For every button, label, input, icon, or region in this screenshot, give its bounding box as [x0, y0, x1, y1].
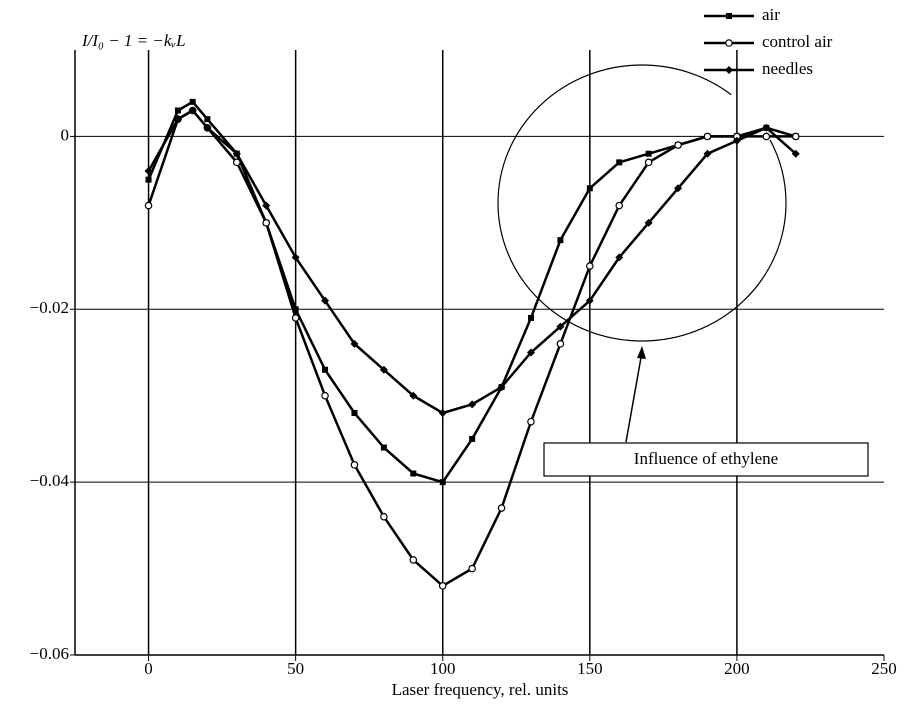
- legend-marker: [725, 66, 733, 74]
- point: [468, 564, 476, 573]
- point: [203, 123, 212, 132]
- point: [468, 400, 477, 409]
- highlight-circle: [497, 64, 787, 342]
- x-tick-label: 250: [871, 659, 897, 678]
- legend-marker: [726, 13, 732, 19]
- point: [527, 417, 535, 426]
- point: [173, 115, 182, 124]
- legend-label: needles: [762, 59, 813, 78]
- y-axis-label: I/I₀ − 1 = −kᵥL: [81, 31, 186, 50]
- y-tick-label: 0: [61, 125, 70, 144]
- point: [439, 479, 446, 486]
- point: [291, 314, 300, 322]
- point: [351, 410, 358, 416]
- point: [232, 149, 241, 158]
- point: [585, 296, 594, 305]
- point: [762, 123, 771, 132]
- point: [469, 435, 476, 442]
- point: [526, 348, 535, 357]
- point: [586, 262, 594, 270]
- annotation-arrow: [625, 351, 643, 443]
- point: [497, 504, 506, 512]
- x-axis-label: Laser frequency, rel. units: [392, 680, 569, 699]
- point: [233, 158, 241, 167]
- point: [380, 444, 387, 451]
- point: [174, 107, 181, 114]
- point: [409, 391, 418, 400]
- point: [204, 116, 211, 123]
- point: [380, 512, 388, 521]
- point: [644, 158, 653, 167]
- y-tick-label: −0.06: [30, 644, 69, 663]
- point: [732, 136, 741, 145]
- point: [262, 201, 271, 210]
- point: [703, 149, 712, 158]
- point: [703, 132, 712, 141]
- point: [586, 185, 593, 192]
- point: [291, 253, 300, 262]
- point: [791, 132, 800, 141]
- point: [556, 322, 565, 331]
- x-tick-label: 150: [577, 659, 603, 678]
- point: [350, 339, 359, 348]
- point: [262, 219, 271, 227]
- point: [557, 237, 564, 244]
- point: [791, 149, 800, 158]
- series-line: [147, 108, 796, 588]
- point: [615, 253, 624, 262]
- point: [438, 409, 447, 417]
- y-tick-label: −0.02: [30, 298, 69, 317]
- point: [438, 582, 447, 590]
- legend-label: air: [762, 5, 780, 24]
- point: [144, 167, 153, 175]
- point: [189, 98, 196, 105]
- series-line: [147, 100, 797, 484]
- point: [497, 383, 506, 392]
- point: [645, 150, 652, 157]
- x-tick-label: 200: [724, 659, 750, 678]
- point: [292, 306, 299, 313]
- x-tick-label: 100: [430, 659, 456, 678]
- x-tick-label: 0: [144, 659, 153, 678]
- point: [321, 391, 329, 400]
- point: [644, 218, 653, 227]
- point: [379, 365, 388, 374]
- annotation: Influence of ethylene: [634, 449, 778, 468]
- point: [409, 556, 418, 564]
- x-tick-label: 50: [287, 659, 304, 678]
- point: [674, 184, 683, 193]
- point: [556, 340, 565, 348]
- annotation-box: [543, 442, 869, 477]
- series-line: [147, 108, 797, 415]
- point: [145, 176, 152, 183]
- point: [188, 106, 197, 115]
- point: [322, 366, 329, 373]
- point: [616, 159, 623, 166]
- point: [321, 296, 330, 305]
- legend-label: control air: [762, 32, 833, 51]
- point: [674, 141, 682, 149]
- point: [527, 314, 534, 321]
- point: [410, 470, 417, 477]
- point: [762, 132, 771, 141]
- legend-marker: [725, 39, 733, 47]
- arrow-head: [637, 346, 646, 359]
- y-tick-label: −0.04: [30, 471, 70, 490]
- point: [144, 201, 153, 210]
- point: [350, 461, 359, 469]
- point: [615, 201, 624, 210]
